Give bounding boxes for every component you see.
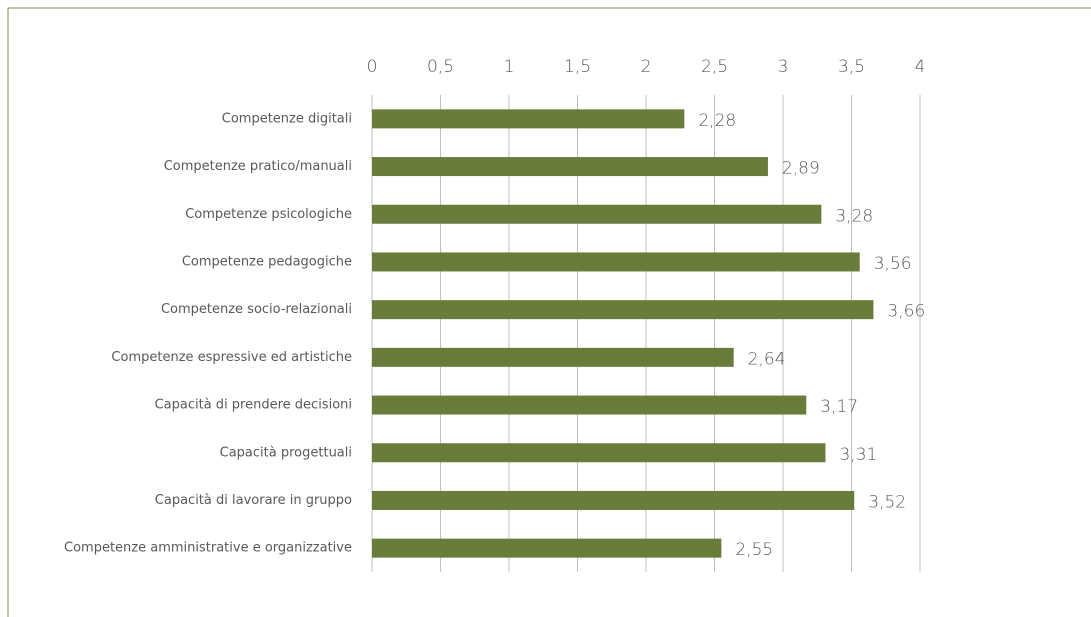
x-tick-label: 0: [367, 57, 378, 77]
value-label: 3,52: [868, 492, 906, 512]
bar: [372, 109, 685, 129]
bar: [372, 157, 768, 177]
category-label: Competenze digitali: [222, 111, 352, 126]
x-tick-label: 2: [641, 57, 652, 77]
value-label: 3,66: [887, 302, 925, 322]
category-label: Competenze espressive ed artistiche: [111, 350, 352, 365]
x-tick-label: 2,5: [701, 57, 728, 77]
category-label: Competenze psicologiche: [185, 207, 352, 222]
category-label: Competenze amministrative e organizzativ…: [64, 541, 352, 556]
category-label: Capacità di lavorare in gruppo: [155, 493, 352, 508]
category-label: Capacità progettuali: [220, 445, 352, 460]
value-label: 2,28: [698, 111, 736, 131]
bar: [372, 443, 826, 463]
value-label: 2,89: [782, 159, 820, 179]
category-label: Capacità di prendere decisioni: [155, 398, 352, 413]
value-label: 3,56: [874, 254, 912, 274]
x-tick-label: 1: [504, 57, 515, 77]
bar: [372, 395, 807, 415]
value-label: 3,17: [820, 397, 858, 417]
value-label: 3,31: [839, 445, 877, 465]
category-label: Competenze pedagogiche: [182, 254, 352, 269]
x-tick-label: 1,5: [564, 57, 591, 77]
bar: [372, 252, 860, 272]
bar: [372, 300, 874, 320]
x-tick-label: 0,5: [427, 57, 454, 77]
value-label: 3,28: [835, 206, 873, 226]
x-tick-label: 4: [915, 57, 926, 77]
bar: [372, 347, 734, 367]
value-label: 2,55: [735, 540, 773, 560]
category-label: Competenze socio-relazionali: [161, 302, 352, 317]
category-label: Competenze pratico/manuali: [164, 159, 352, 174]
x-tick-label: 3: [778, 57, 789, 77]
bar: [372, 538, 722, 558]
x-tick-label: 3,5: [838, 57, 865, 77]
bar: [372, 490, 855, 510]
bar: [372, 204, 822, 224]
value-label: 2,64: [748, 349, 786, 369]
